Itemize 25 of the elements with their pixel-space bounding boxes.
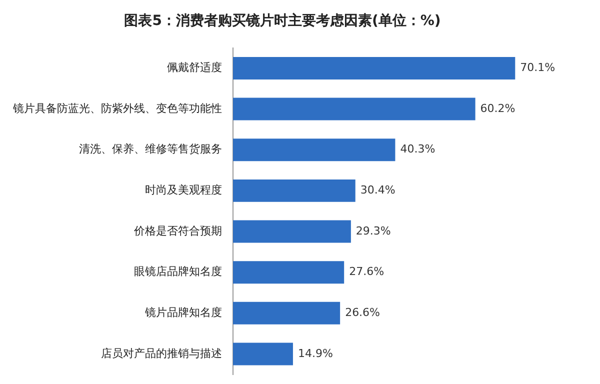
y-tick-label: 镜片具备防蓝光、防紫外线、变色等功能性 <box>12 102 222 115</box>
data-label: 29.3% <box>356 224 391 238</box>
data-label: 14.9% <box>298 346 333 360</box>
data-label: 70.1% <box>520 61 556 74</box>
chart-title: 图表5：消费者购买镜片时主要考虑因素(单位：%) <box>124 12 441 30</box>
data-label: 30.4% <box>360 184 396 197</box>
bar <box>233 179 356 202</box>
y-tick-label: 佩戴舒适度 <box>167 61 222 74</box>
y-tick-label: 店员对产品的推销与描述 <box>101 346 222 360</box>
data-label: 60.2% <box>480 102 516 115</box>
bar <box>233 98 476 120</box>
data-label: 40.3% <box>400 142 436 156</box>
bar <box>233 138 396 162</box>
y-tick-label: 清洗、保养、维修等售货服务 <box>79 142 222 156</box>
bar <box>233 342 293 366</box>
bar <box>233 56 516 80</box>
y-tick-label: 镜片品牌知名度 <box>144 306 222 320</box>
y-tick-label: 时尚及美观程度 <box>145 184 222 197</box>
data-label: 26.6% <box>345 306 380 320</box>
data-label: 27.6% <box>349 265 384 278</box>
y-tick-label: 眼镜店品牌知名度 <box>134 265 222 278</box>
bar <box>233 302 340 324</box>
bar <box>233 220 351 243</box>
y-tick-label: 价格是否符合预期 <box>133 224 222 238</box>
bar <box>233 261 344 284</box>
